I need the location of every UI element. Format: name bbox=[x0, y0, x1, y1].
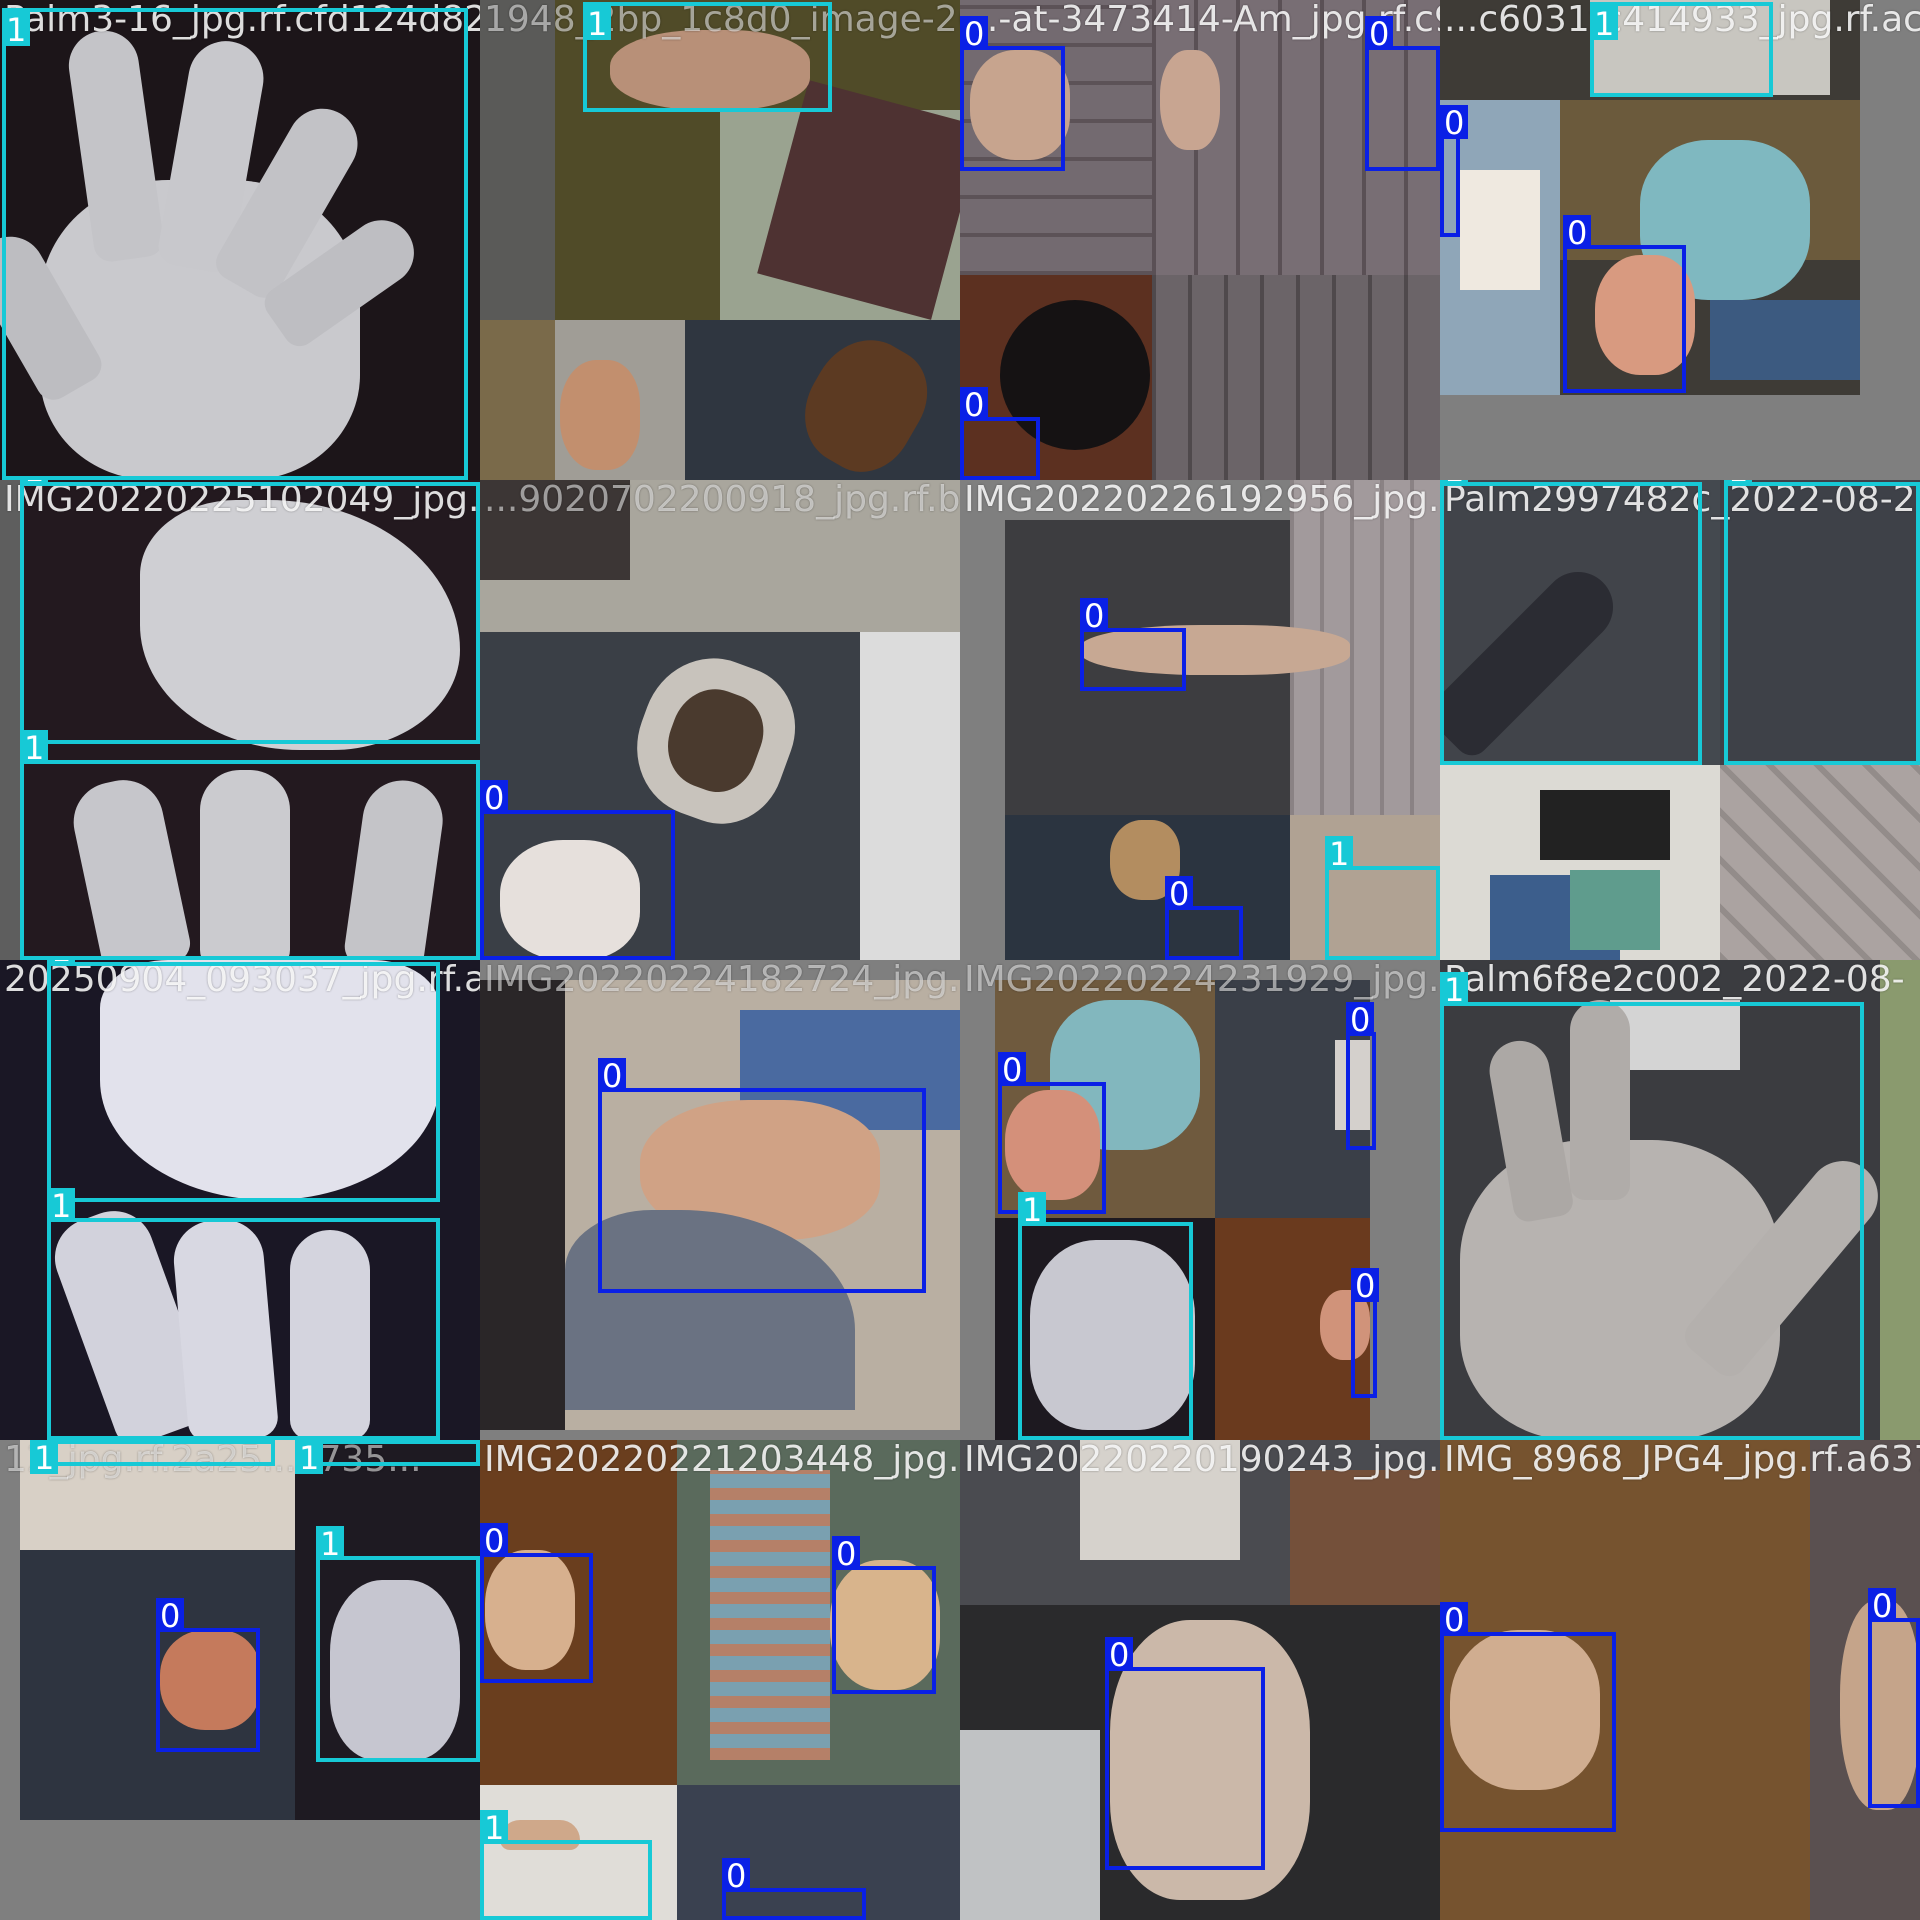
bbox-class0: 0 bbox=[1440, 1602, 1616, 1832]
bbox-class0: 0 bbox=[480, 1523, 593, 1683]
tile-11: IMG20220224231929_jpg.rf... 0 0 1 0 bbox=[960, 960, 1440, 1440]
bbox-class1: 1 bbox=[1590, 2, 1773, 97]
bbox-class0: 0 bbox=[1346, 1002, 1376, 1150]
tile-15: IMG20220220190243_jpg.rf... 0 bbox=[960, 1440, 1440, 1920]
bbox-class1: 1 bbox=[47, 960, 440, 1202]
bbox-class1: 1 bbox=[20, 730, 480, 960]
tile-5: IMG20220225102049_jpg.rf.a... 1 1 bbox=[0, 480, 480, 960]
bbox-class0: 0 bbox=[832, 1536, 936, 1694]
bbox-class0: 0 bbox=[1440, 105, 1469, 237]
bbox-class1: 1 bbox=[1724, 480, 1920, 765]
bbox-class1: 1 bbox=[316, 1526, 480, 1762]
bbox-class0: 0 bbox=[1080, 598, 1186, 691]
bbox-class0: 0 bbox=[480, 780, 675, 960]
bbox-class1: 1 bbox=[295, 1440, 480, 1476]
tile-2: 1948_2bp_1c8d0_image-2025-09-0 1 bbox=[480, 0, 960, 480]
bbox-class1: 1 bbox=[47, 1188, 440, 1440]
bbox-class1: 1 bbox=[1018, 1192, 1193, 1440]
bbox-class0: 0 bbox=[1868, 1588, 1920, 1808]
bbox-class1: 1 bbox=[1440, 480, 1702, 765]
bbox-class0: 0 bbox=[960, 16, 1065, 171]
tile-12: Palm6f8e2c002_2022-08- 1 bbox=[1440, 960, 1920, 1440]
bbox-class0: 0 bbox=[1351, 1268, 1380, 1398]
bbox-class1: 1 bbox=[1440, 972, 1864, 1440]
bbox-class0: 0 bbox=[598, 1058, 926, 1293]
tile-10: IMG20220224182724_jpg.rf... 0 bbox=[480, 960, 960, 1440]
bbox-class1: 1 bbox=[30, 1440, 275, 1476]
tile-1: Palm3-16_jpg.rf.cfd124d825... 1 bbox=[0, 0, 480, 480]
tile-14: IMG20220221203448_jpg.rf... 0 0 1 0 bbox=[480, 1440, 960, 1920]
tile-7: IMG20220226192956_jpg.rf... 0 0 1 bbox=[960, 480, 1440, 960]
tile-3: ...-at-3473414-Am_jpg.rf.c9a5c6 0 0 0 bbox=[960, 0, 1440, 480]
bbox-class1: 1 bbox=[583, 2, 832, 112]
tile-4: ...c6031fc414933_jpg.rf.ac 1 0 0 bbox=[1440, 0, 1920, 480]
bbox-class0: 0 bbox=[1365, 16, 1440, 171]
bbox-class0: 0 bbox=[722, 1858, 866, 1920]
bbox-class0: 0 bbox=[1165, 876, 1243, 960]
tile-9: 20250904_093037_jpg.rf.ab... 1 1 bbox=[0, 960, 480, 1440]
bbox-class1: 1 bbox=[2, 8, 468, 480]
tile-6: ...9020702200918_jpg.rf.b... 0 bbox=[480, 480, 960, 960]
bbox-class1: 1 bbox=[1325, 836, 1440, 960]
bbox-class0: 0 bbox=[1563, 215, 1686, 393]
bbox-class0: 0 bbox=[960, 387, 1040, 480]
bbox-class1: 1 bbox=[20, 480, 480, 744]
bbox-class0: 0 bbox=[998, 1052, 1106, 1214]
tile-8: Palm2997482c_2022-08-25- 1 1 bbox=[1440, 480, 1920, 960]
bbox-class1: 1 bbox=[480, 1810, 652, 1920]
tile-16: IMG_8968_JPG4_jpg.rf.a637 0 0 bbox=[1440, 1440, 1920, 1920]
bbox-class0: 0 bbox=[156, 1598, 260, 1752]
tile-13: 12_jpg.rf.2a25...e735... 1 1 0 1 bbox=[0, 1440, 480, 1920]
bbox-class0: 0 bbox=[1105, 1637, 1265, 1870]
